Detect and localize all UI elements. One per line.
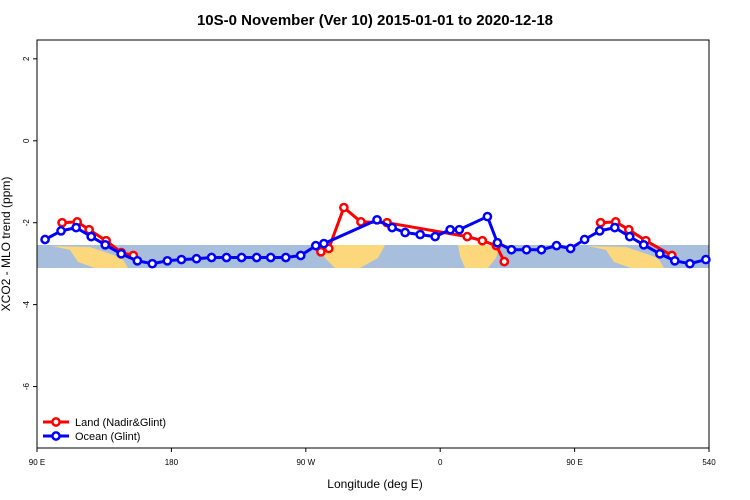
marker [57,217,67,228]
marker [492,237,503,248]
marker [594,226,605,236]
marker [624,231,635,242]
marker [176,254,187,265]
marker [316,246,326,257]
marker [551,240,562,251]
x-tick-label: 180 [165,458,179,467]
marker [56,226,66,236]
y-tick-label: -4 [22,301,31,309]
plot-frame [36,39,710,449]
legend-label: Land (Nadir&Glint) [75,417,166,429]
y-axis-label: XCO2 - MLO trend (ppm) [0,177,13,312]
marker [415,229,426,240]
marker [521,244,532,255]
marker [132,255,143,266]
y-tick-label: -6 [22,382,31,390]
marker [482,211,493,222]
marker [71,222,81,233]
marker [638,239,649,250]
marker [339,202,349,213]
marker [206,252,217,263]
marker [265,252,276,263]
marker [701,254,711,265]
marker [147,258,158,269]
chart-title: 10S-0 November (Ver 10) 2015-01-01 to 20… [197,12,553,29]
marker [387,222,397,233]
marker [372,214,382,225]
legend-label: Ocean (Glint) [75,431,140,443]
marker [116,248,127,259]
legend-marker [51,417,61,427]
x-tick-label: 540 [702,458,716,467]
marker [609,222,620,233]
x-axis-label: Longitude (deg E) [327,477,422,491]
land-patch [588,246,664,268]
marker [536,244,547,255]
y-tick-label: 2 [22,56,31,61]
marker [499,256,510,267]
marker [669,255,680,266]
x-tick-label: 90 E [566,458,582,467]
x-tick-label: 90 W [296,458,315,467]
marker [655,248,665,259]
marker [400,227,410,238]
marker [445,224,456,235]
marker [191,253,202,264]
marker [477,235,488,246]
marker [280,252,291,263]
marker [40,234,50,245]
legend-marker [51,431,61,441]
marker [454,224,465,235]
y-tick-label: -2 [22,219,31,227]
marker [506,244,517,255]
marker [685,258,695,269]
marker [162,255,173,266]
x-tick-label: 0 [438,458,443,467]
marker [595,217,606,228]
marker [430,231,440,242]
land-patch [52,246,128,268]
marker [310,240,321,251]
marker [319,238,329,249]
marker [251,252,262,263]
land-patch [458,245,500,268]
marker [579,234,590,245]
marker [221,252,232,263]
marker [236,252,247,263]
marker [100,239,111,250]
marker [86,231,97,242]
y-tick-label: 0 [22,138,31,143]
x-tick-label: 90 E [29,458,45,467]
marker [295,250,306,261]
marker [462,231,473,242]
land-patch [322,245,385,268]
marker [565,243,576,254]
